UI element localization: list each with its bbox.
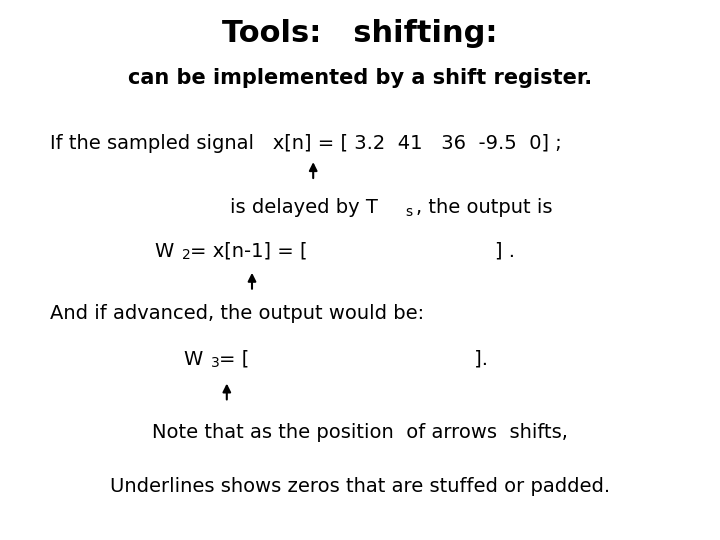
Text: 3: 3 — [211, 356, 220, 370]
Text: Underlines shows zeros that are stuffed or padded.: Underlines shows zeros that are stuffed … — [110, 476, 610, 496]
Text: = [                                    ].: = [ ]. — [219, 349, 488, 369]
Text: W: W — [184, 349, 203, 369]
Text: And if advanced, the output would be:: And if advanced, the output would be: — [50, 303, 425, 323]
Text: , the output is: , the output is — [416, 198, 553, 218]
Text: Note that as the position  of arrows  shifts,: Note that as the position of arrows shif… — [152, 422, 568, 442]
Text: s: s — [405, 205, 412, 219]
Text: 2: 2 — [182, 248, 191, 262]
Text: can be implemented by a shift register.: can be implemented by a shift register. — [128, 68, 592, 87]
Text: If the sampled signal   x[n] = [ 3.2  41   36  -9.5  0] ;: If the sampled signal x[n] = [ 3.2 41 36… — [50, 133, 562, 153]
Text: W: W — [155, 241, 174, 261]
Text: = x[n-1] = [                              ] .: = x[n-1] = [ ] . — [190, 241, 515, 261]
Text: Tools:   shifting:: Tools: shifting: — [222, 19, 498, 48]
Text: is delayed by T: is delayed by T — [230, 198, 378, 218]
